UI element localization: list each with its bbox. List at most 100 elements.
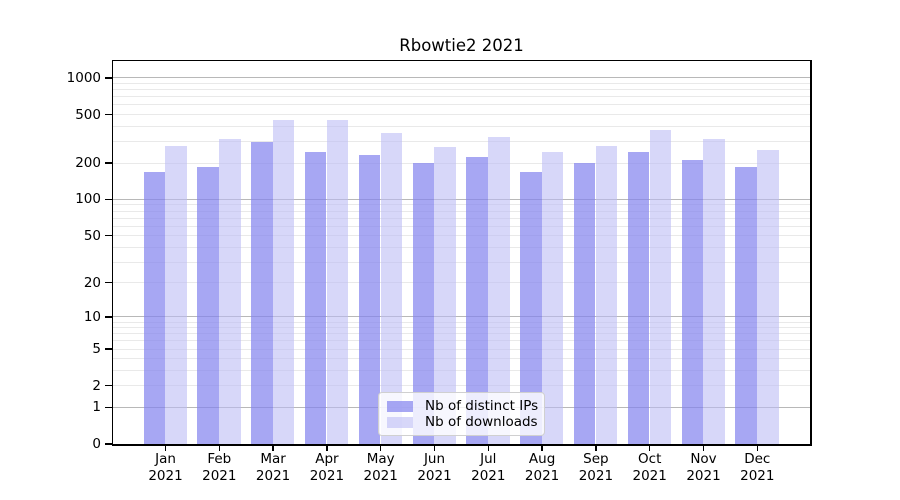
x-tick-year: 2021 [471,467,506,484]
y-tick-mark [105,281,113,284]
x-tick-label-aug: Aug 2021 [514,451,570,484]
x-tick-mark [702,444,705,451]
x-tick-year: 2021 [740,467,775,484]
bar-nb-of-distinct-ips-may [358,154,381,444]
minor-gridline [113,385,810,387]
minor-gridline [113,114,810,116]
minor-gridline [113,83,810,85]
x-tick-year: 2021 [202,467,237,484]
y-tick-mark [105,234,113,237]
x-tick-mark [541,444,543,451]
legend-swatch-nb-of-distinct-ips [387,400,413,412]
y-tick-label: 0 [92,436,101,452]
y-tick-mark [105,77,113,79]
minor-gridline [113,141,810,143]
y-tick-mark [105,113,113,116]
x-tick-mark [756,444,758,451]
x-tick-month: Jun [423,451,446,467]
x-tick-mark [433,444,436,451]
x-tick-label-jul: Jul 2021 [460,451,516,484]
y-tick-mark [105,348,113,350]
right-axis-spine [810,59,812,446]
legend-item: Nb of downloads [387,414,538,430]
bar-nb-of-distinct-ips-jul [466,156,488,444]
x-tick-mark [380,444,382,451]
x-tick-label-may: May 2021 [353,451,409,484]
minor-gridline [113,261,810,263]
x-tick-year: 2021 [632,467,667,484]
x-tick-mark [649,444,651,451]
x-tick-month: May [366,451,395,467]
x-tick-mark [326,444,328,451]
minor-gridline [113,370,810,372]
y-tick-label: 10 [83,308,101,325]
minor-gridline [113,321,810,323]
x-tick-month: Nov [690,451,717,467]
y-tick-label: 500 [75,106,101,123]
x-tick-mark [487,444,489,451]
minor-gridline [113,96,810,98]
x-tick-month: Sep [583,451,609,467]
major-gridline [113,198,810,200]
bar-nb-of-downloads-may [380,132,402,444]
bar-nb-of-downloads-jun [434,146,456,444]
y-tick-label: 20 [83,274,101,291]
x-tick-label-mar: Mar 2021 [245,451,301,484]
bar-nb-of-distinct-ips-mar [251,141,273,444]
bar-nb-of-distinct-ips-jan [143,171,165,444]
minor-gridline [113,358,810,360]
x-tick-month: Dec [744,451,771,467]
y-tick-mark [105,443,113,445]
legend-item: Nb of distinct IPs [387,398,538,414]
minor-gridline [113,225,810,227]
y-tick-label: 1 [92,399,101,416]
x-tick-label-oct: Oct 2021 [622,451,678,484]
x-tick-label-feb: Feb 2021 [191,451,247,484]
x-tick-label-jun: Jun 2021 [407,451,463,484]
plot-area [111,59,812,446]
legend: Nb of distinct IPs Nb of downloads [378,392,545,436]
x-tick-year: 2021 [148,467,183,484]
x-tick-mark [218,444,220,451]
major-gridline [113,77,810,79]
bar-nb-of-downloads-apr [326,120,349,444]
bar-nb-of-distinct-ips-jun [412,163,434,444]
x-tick-month: Jan [155,451,176,467]
bar-nb-of-downloads-nov [703,139,725,444]
minor-gridline [113,333,810,335]
x-tick-year: 2021 [417,467,452,484]
x-tick-label-apr: Apr 2021 [299,451,355,484]
major-gridline [113,316,810,318]
x-tick-year: 2021 [309,467,345,484]
minor-gridline [113,125,810,127]
bar-nb-of-distinct-ips-feb [197,167,219,444]
y-tick-label: 50 [83,227,101,244]
y-tick-mark [105,385,113,387]
y-tick-label: 100 [75,191,101,208]
bar-nb-of-downloads-jul [488,136,510,444]
x-tick-year: 2021 [578,467,614,484]
x-tick-label-jan: Jan 2021 [138,451,194,484]
chart-title: Rbowtie2 2021 [399,36,524,55]
y-tick-label: 200 [75,155,101,171]
bar-nb-of-distinct-ips-sep [573,163,596,444]
minor-gridline [113,104,810,106]
x-tick-mark [272,444,274,451]
x-tick-year: 2021 [524,467,560,484]
bar-nb-of-distinct-ips-dec [735,167,757,444]
minor-gridline [113,348,810,350]
x-tick-month: Jul [480,451,497,467]
bar-nb-of-distinct-ips-apr [304,151,327,444]
bar-nb-of-distinct-ips-aug [520,171,542,444]
left-axis-spine [111,59,113,446]
x-tick-mark [164,444,167,451]
legend-label: Nb of downloads [425,414,538,430]
bar-nb-of-downloads-dec [757,149,779,444]
x-tick-month: Apr [315,451,339,467]
x-tick-mark [595,444,597,451]
minor-gridline [113,210,810,212]
minor-gridline [113,162,810,164]
bar-nb-of-downloads-aug [541,151,564,444]
x-tick-label-dec: Dec 2021 [729,451,785,484]
